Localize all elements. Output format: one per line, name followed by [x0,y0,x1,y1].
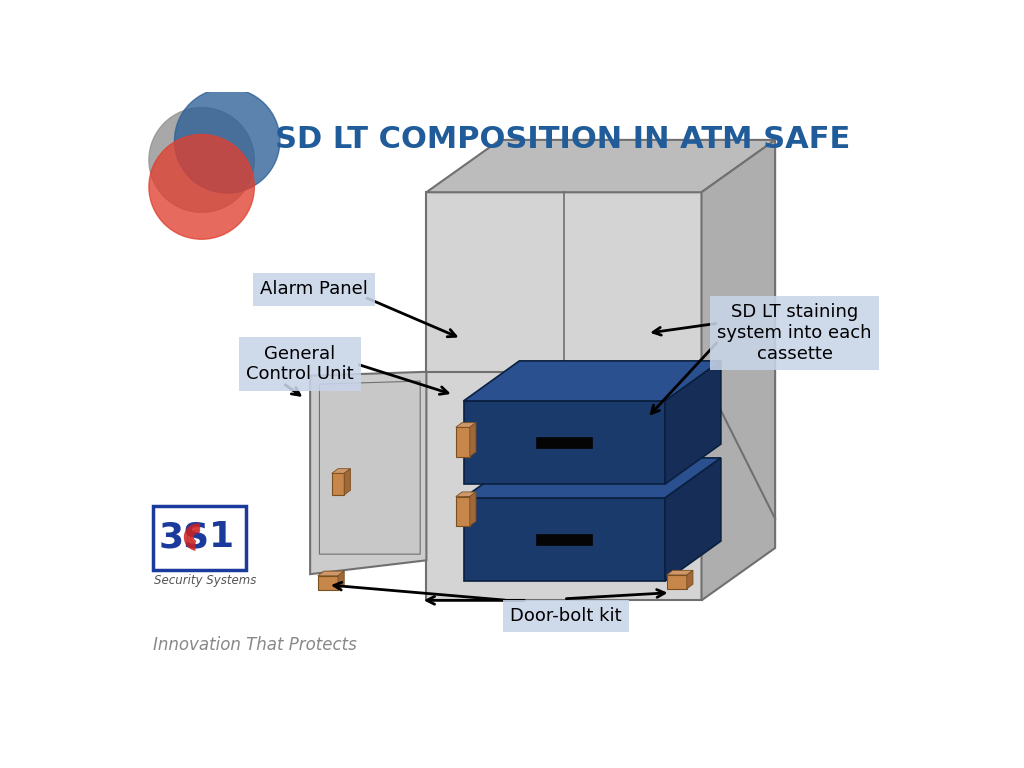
Polygon shape [667,575,687,589]
Circle shape [148,108,254,212]
Polygon shape [464,458,721,498]
Polygon shape [310,372,426,574]
Wedge shape [190,529,201,545]
Text: 3: 3 [159,520,184,554]
Polygon shape [464,361,721,401]
Polygon shape [332,473,344,495]
Polygon shape [464,498,665,581]
Polygon shape [317,576,338,590]
Text: SD LT COMPOSITION IN ATM SAFE: SD LT COMPOSITION IN ATM SAFE [275,125,851,154]
Polygon shape [426,140,775,192]
Polygon shape [537,534,592,545]
Text: Door-bolt kit: Door-bolt kit [510,607,622,624]
Circle shape [174,88,280,193]
Polygon shape [317,571,344,576]
Text: General
Control Unit: General Control Unit [246,345,354,383]
Polygon shape [332,468,350,473]
Text: Alarm Panel: Alarm Panel [260,280,368,298]
Wedge shape [183,523,200,551]
Polygon shape [687,571,693,589]
Text: Innovation That Protects: Innovation That Protects [153,636,356,654]
Polygon shape [426,192,701,601]
Circle shape [148,134,254,239]
Polygon shape [667,571,693,575]
Wedge shape [187,526,201,548]
Text: 1: 1 [209,520,233,554]
Polygon shape [456,492,476,497]
Polygon shape [537,437,592,448]
Polygon shape [665,361,721,484]
Polygon shape [464,401,665,484]
Polygon shape [456,497,470,526]
Polygon shape [456,422,476,427]
Polygon shape [701,140,775,601]
Polygon shape [338,571,344,590]
Polygon shape [319,381,420,554]
Text: SD LT staining
system into each
cassette: SD LT staining system into each cassette [717,303,871,363]
Polygon shape [470,492,476,526]
Polygon shape [665,458,721,581]
Text: Security Systems: Security Systems [155,574,257,587]
Text: S: S [182,520,208,554]
Polygon shape [456,427,470,456]
Polygon shape [344,468,350,495]
Polygon shape [470,422,476,456]
